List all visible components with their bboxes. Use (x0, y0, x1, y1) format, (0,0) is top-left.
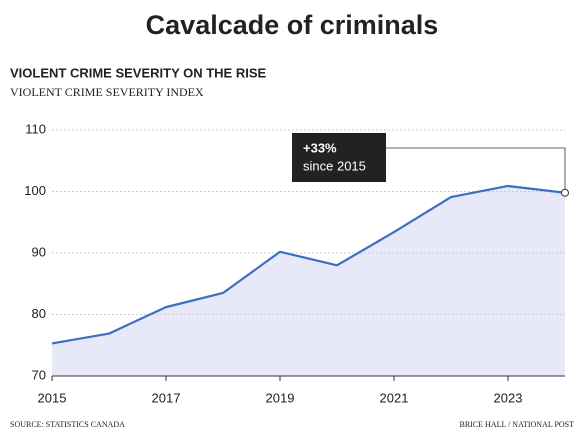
annotation-leader (386, 147, 566, 193)
annotation-box (292, 133, 386, 182)
credit: BRICE HALL / NATIONAL POST (459, 420, 574, 429)
x-tick-label: 2015 (38, 390, 67, 405)
chart-subtitle: VIOLENT CRIME SEVERITY INDEX (10, 85, 204, 99)
annotation-text: since 2015 (303, 158, 366, 173)
y-tick-label: 110 (25, 121, 46, 136)
source: SOURCE: STATISTICS CANADA (10, 420, 125, 429)
y-tick-label: 80 (32, 306, 46, 321)
area (52, 185, 565, 376)
x-tick-label: 2021 (380, 390, 409, 405)
line (51, 184, 566, 345)
headline: Cavalcade of criminals (146, 10, 439, 40)
y-tick-label: 90 (32, 244, 46, 259)
end-point (561, 188, 569, 197)
x-tick-label: 2019 (266, 390, 295, 405)
x-tick-label: 2023 (494, 390, 523, 405)
y-tick-label: 100 (24, 183, 46, 198)
annotation-title: +33% (303, 140, 337, 155)
chart-title: VIOLENT CRIME SEVERITY ON THE RISE (10, 65, 267, 80)
x-tick-label: 2017 (152, 390, 181, 405)
y-tick-label: 70 (32, 367, 46, 382)
